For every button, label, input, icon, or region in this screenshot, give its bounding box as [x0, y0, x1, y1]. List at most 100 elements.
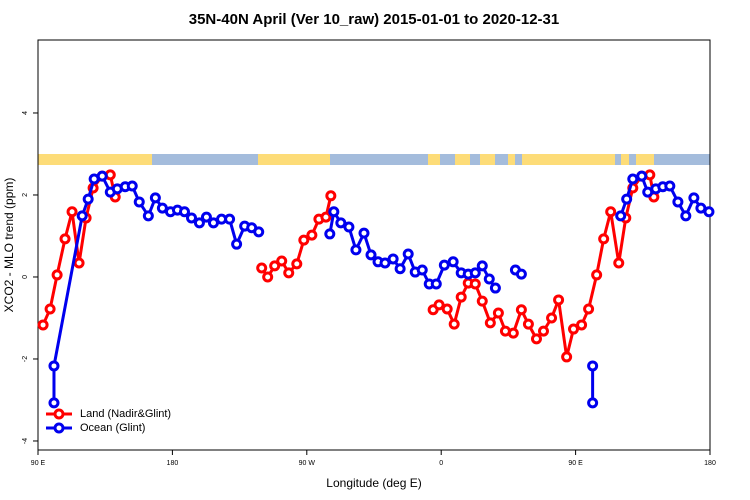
- point: [48, 397, 60, 409]
- point: [350, 244, 362, 256]
- point: [430, 278, 442, 290]
- y-axis-label: XCO2 - MLO trend (ppm): [2, 178, 16, 313]
- point: [576, 319, 588, 331]
- point: [433, 299, 445, 311]
- point: [358, 227, 370, 239]
- point: [621, 193, 633, 205]
- point: [507, 327, 519, 339]
- point: [256, 262, 268, 274]
- point: [672, 196, 684, 208]
- point: [96, 170, 108, 182]
- point: [613, 257, 625, 269]
- point: [133, 196, 145, 208]
- point: [328, 206, 340, 218]
- point: [142, 210, 154, 222]
- point: [335, 217, 347, 229]
- point: [522, 318, 534, 330]
- point: [537, 325, 549, 337]
- point: [306, 229, 318, 241]
- point: [37, 319, 49, 331]
- point: [469, 278, 481, 290]
- point: [561, 351, 573, 363]
- point: [66, 206, 78, 218]
- y-tick-label: 4: [22, 111, 29, 115]
- x-tick-label: 90 E: [568, 460, 583, 467]
- x-tick-label: 180: [704, 460, 716, 467]
- legend-marker: [53, 422, 65, 434]
- point: [636, 170, 648, 182]
- point: [276, 255, 288, 267]
- point: [402, 248, 414, 260]
- point: [76, 210, 88, 222]
- point: [73, 257, 85, 269]
- x-axis-label: Longitude (deg E): [326, 476, 421, 490]
- point: [615, 210, 627, 222]
- point: [441, 303, 453, 315]
- y-tick-label: 2: [22, 193, 29, 197]
- point: [515, 304, 527, 316]
- point: [484, 317, 496, 329]
- point: [387, 253, 399, 265]
- point: [476, 260, 488, 272]
- point: [469, 267, 481, 279]
- land-ocean-strip: [38, 154, 710, 165]
- point: [447, 256, 459, 268]
- point: [483, 273, 495, 285]
- x-tick-label: 90 W: [299, 460, 316, 467]
- y-tick-label: -4: [22, 438, 29, 444]
- legend-label: Ocean (Glint): [80, 422, 145, 434]
- y-tick-label: 0: [22, 275, 29, 279]
- point: [283, 267, 295, 279]
- point: [231, 238, 243, 250]
- point: [416, 264, 428, 276]
- point: [489, 282, 501, 294]
- point: [688, 192, 700, 204]
- legend-marker: [53, 408, 65, 420]
- point: [591, 269, 603, 281]
- y-tick-label: -2: [22, 356, 29, 362]
- legend-label: Land (Nadir&Glint): [80, 408, 171, 420]
- point: [587, 397, 599, 409]
- point: [325, 190, 337, 202]
- point: [186, 212, 198, 224]
- point: [530, 333, 542, 345]
- point: [82, 193, 94, 205]
- point: [664, 180, 676, 192]
- point: [224, 213, 236, 225]
- point: [568, 323, 580, 335]
- x-tick-label: 0: [439, 460, 443, 467]
- point: [703, 206, 715, 218]
- point: [343, 221, 355, 233]
- point: [583, 303, 595, 315]
- point: [598, 233, 610, 245]
- point: [553, 294, 565, 306]
- plot-frame: [37, 39, 711, 451]
- point: [492, 307, 504, 319]
- point: [379, 257, 391, 269]
- point: [178, 206, 190, 218]
- point: [476, 295, 488, 307]
- point: [44, 303, 56, 315]
- point: [448, 318, 460, 330]
- point: [324, 228, 336, 240]
- point: [269, 260, 281, 272]
- chart-title: 35N-40N April (Ver 10_raw) 2015-01-01 to…: [189, 11, 559, 28]
- point: [48, 360, 60, 372]
- point: [438, 259, 450, 271]
- point: [605, 206, 617, 218]
- point: [149, 192, 161, 204]
- point: [291, 258, 303, 270]
- point: [680, 210, 692, 222]
- point: [298, 234, 310, 246]
- point: [262, 271, 274, 283]
- point: [515, 268, 527, 280]
- point: [51, 269, 63, 281]
- point: [455, 291, 467, 303]
- point: [394, 263, 406, 275]
- point: [253, 226, 265, 238]
- point: [365, 249, 377, 261]
- point: [193, 217, 205, 229]
- point: [126, 180, 138, 192]
